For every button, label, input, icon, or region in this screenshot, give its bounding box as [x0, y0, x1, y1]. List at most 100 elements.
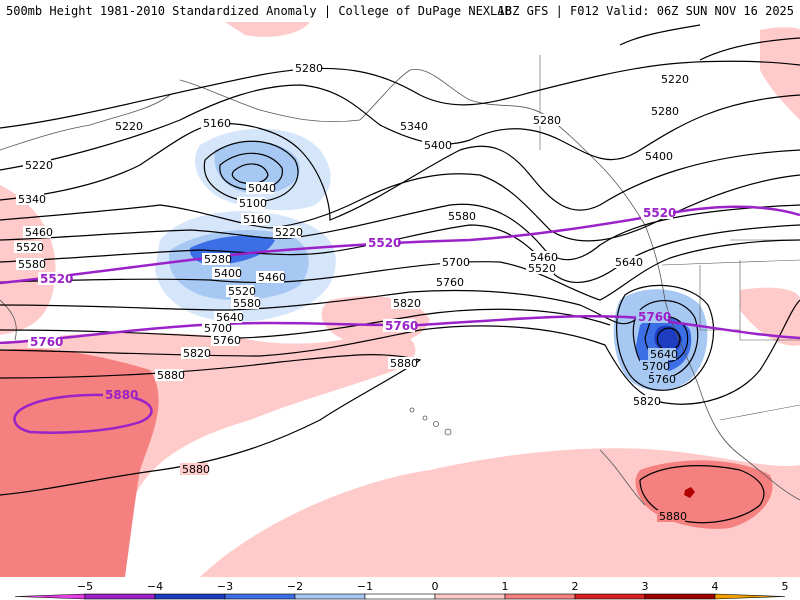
- purple-labels: 5520 5520 5520 5760 5760 5760 5880: [28, 206, 676, 402]
- height-label: 5220: [275, 226, 303, 239]
- height-label: 5760: [436, 276, 464, 289]
- colorbar-segment: [294, 593, 366, 600]
- colorbar-tick-label: 0: [432, 580, 439, 593]
- colorbar-segment: [574, 593, 646, 600]
- contour-5520: [0, 203, 800, 261]
- height-label: 5520: [16, 241, 44, 254]
- map-title: 500mb Height 1981-2010 Standardized Anom…: [6, 4, 512, 18]
- height-label: 5280: [533, 114, 561, 127]
- map-canvas: 5280 5220 5160 5040 5100 5340 5400 5280 …: [0, 22, 800, 577]
- contour-5880-west: [0, 354, 422, 496]
- border-state-2: [739, 260, 800, 341]
- purple-5520: [0, 205, 800, 285]
- height-label: 5520: [228, 285, 256, 298]
- height-label: 5580: [233, 297, 261, 310]
- colorbar-tick-label: 1: [502, 580, 509, 593]
- height-label: 5820: [393, 297, 421, 310]
- height-label: 5100: [239, 197, 267, 210]
- purple-5760: [0, 315, 800, 345]
- height-label: 5040: [248, 182, 276, 195]
- colorbar-tick-label: −4: [147, 580, 163, 593]
- coast-japan: [0, 299, 17, 341]
- purple-contours: [0, 205, 800, 434]
- colorbar-segment: [154, 593, 226, 600]
- contour-5280-north: [0, 60, 800, 129]
- contour-5640: [0, 239, 800, 301]
- contour-5160-low: [203, 140, 299, 203]
- height-label: 5820: [183, 347, 211, 360]
- height-label: 5460: [258, 271, 286, 284]
- height-labels: 5280 5220 5160 5040 5100 5340 5400 5280 …: [14, 62, 689, 523]
- contour-5760-cutoff: [632, 299, 699, 377]
- contour-5160-ne: [619, 24, 701, 46]
- strong-positive-anomaly-west: [0, 348, 159, 577]
- purple-label: 5520: [40, 272, 73, 286]
- contour-5820: [0, 299, 800, 405]
- purple-label: 5880: [105, 388, 138, 402]
- coast-siberia: [0, 94, 171, 151]
- contour-5340: [0, 84, 800, 171]
- colorbar-canvas: −5 −4 −3 −2 −1 0 1 2 3 4 5: [14, 580, 789, 600]
- height-label: 5280: [204, 253, 232, 266]
- purple-5880: [13, 393, 153, 434]
- contour-5700: [0, 289, 636, 325]
- model-run-info: 18Z GFS | F012 Valid: 06Z SUN NOV 16 202…: [497, 4, 794, 18]
- height-label: 5640: [216, 311, 244, 324]
- height-label: 5280: [295, 62, 323, 75]
- height-label: 5880: [182, 463, 210, 476]
- colorbar-tick-label: −1: [357, 580, 373, 593]
- height-label: 5820: [633, 395, 661, 408]
- colorbar-segment: [504, 593, 576, 600]
- colorbar-segment: [14, 593, 86, 600]
- negative-anomaly-cutoff-low-core: [654, 325, 682, 354]
- height-label: 5880: [659, 510, 687, 523]
- border-us-mexico: [719, 404, 800, 421]
- colorbar-tick-label: 3: [642, 580, 649, 593]
- anomaly-colorbar: −5 −4 −3 −2 −1 0 1 2 3 4 5: [0, 577, 800, 600]
- positive-anomaly-east: [740, 287, 800, 346]
- height-label: 5880: [157, 369, 185, 382]
- colorbar-segment: [84, 593, 156, 600]
- height-label: 5400: [214, 267, 242, 280]
- colorbar-segment: [224, 593, 296, 600]
- colorbar-tick-label: −3: [217, 580, 233, 593]
- height-label: 5460: [25, 226, 53, 239]
- border-us-canada: [661, 259, 800, 266]
- height-label: 5160: [203, 117, 231, 130]
- height-label: 5700: [442, 256, 470, 269]
- height-label: 5160: [243, 213, 271, 226]
- colorbar-segment: [434, 593, 506, 600]
- height-label: 5520: [528, 262, 556, 275]
- contour-5460: [0, 173, 800, 242]
- political-borders: [539, 55, 800, 421]
- height-label: 5280: [651, 105, 679, 118]
- colorbar-tick-label: 2: [572, 580, 579, 593]
- contour-5100-low: [219, 152, 283, 191]
- map-header: 500mb Height 1981-2010 Standardized Anom…: [0, 0, 800, 22]
- height-label: 5400: [645, 150, 673, 163]
- colorbar-tick-label: 4: [712, 580, 719, 593]
- purple-label: 5520: [643, 206, 676, 220]
- height-label: 5640: [650, 348, 678, 361]
- colorbar-tick-label: −2: [287, 580, 303, 593]
- height-label: 5700: [204, 322, 232, 335]
- colorbar-segment: [364, 593, 436, 600]
- hawaii-islands: [409, 407, 452, 436]
- coast-baja: [599, 449, 646, 506]
- positive-anomaly-north: [225, 22, 310, 37]
- height-label: 5700: [642, 360, 670, 373]
- purple-label: 5760: [30, 335, 63, 349]
- colorbar-tick-label: 5: [782, 580, 789, 593]
- purple-label: 5760: [385, 319, 418, 333]
- colorbar-tick-label: −5: [77, 580, 93, 593]
- contour-5400: [0, 123, 800, 221]
- height-label: 5220: [25, 159, 53, 172]
- contour-5820-cutoff: [616, 284, 715, 391]
- coast-alaska: [359, 68, 646, 226]
- height-label: 5580: [18, 258, 46, 271]
- height-label: 5220: [115, 120, 143, 133]
- contour-5220-ne: [699, 37, 800, 61]
- purple-label: 5760: [638, 310, 671, 324]
- height-label: 5340: [18, 193, 46, 206]
- purple-label: 5520: [368, 236, 401, 250]
